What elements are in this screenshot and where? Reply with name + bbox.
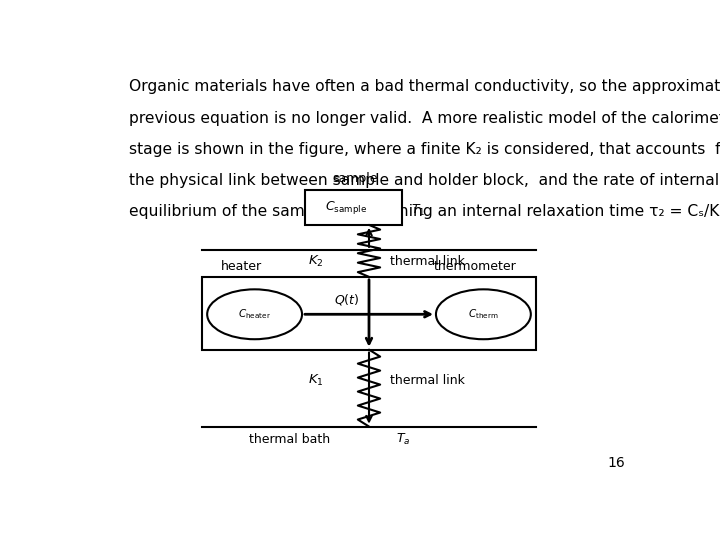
Text: the physical link between sample and holder block,  and the rate of internal: the physical link between sample and hol… <box>129 173 719 188</box>
Text: $C_{\rm therm}$: $C_{\rm therm}$ <box>468 307 499 321</box>
Bar <box>305 190 402 225</box>
Bar <box>202 277 536 349</box>
Text: equilibrium of the sample; establishing an internal relaxation time τ₂ = Cₛ/K₂.: equilibrium of the sample; establishing … <box>129 204 720 219</box>
Text: stage is shown in the figure, where a finite K₂ is considered, that accounts  fo: stage is shown in the figure, where a fi… <box>129 141 720 157</box>
Text: $T_1$: $T_1$ <box>411 203 426 218</box>
Text: sample: sample <box>333 172 378 185</box>
Ellipse shape <box>436 289 531 339</box>
Text: 16: 16 <box>608 456 626 470</box>
Text: Organic materials have often a bad thermal conductivity, so the approximation of: Organic materials have often a bad therm… <box>129 79 720 94</box>
Text: thermal link: thermal link <box>390 254 465 267</box>
Text: $C_{\rm heater}$: $C_{\rm heater}$ <box>238 307 271 321</box>
Text: $K_2$: $K_2$ <box>307 253 323 268</box>
Text: $Q(t)$: $Q(t)$ <box>334 292 359 307</box>
Text: thermal bath: thermal bath <box>249 434 330 447</box>
Text: heater: heater <box>221 260 262 273</box>
Text: $K_1$: $K_1$ <box>307 373 323 388</box>
Text: $T_a$: $T_a$ <box>396 433 410 448</box>
Text: $C_{\rm sample}$: $C_{\rm sample}$ <box>325 199 367 215</box>
Ellipse shape <box>207 289 302 339</box>
Text: thermal link: thermal link <box>390 374 465 387</box>
Text: thermometer: thermometer <box>434 260 517 273</box>
Text: previous equation is no longer valid.  A more realistic model of the calorimeter: previous equation is no longer valid. A … <box>129 111 720 125</box>
